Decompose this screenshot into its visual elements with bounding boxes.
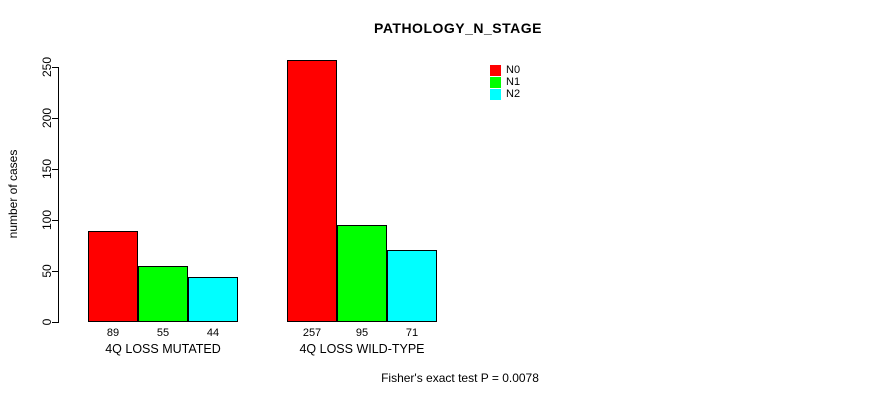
y-axis-tick [52,118,58,119]
legend-item-n1: N1 [490,76,520,88]
legend-swatch-n0 [490,64,501,76]
bar-n2-group1 [188,277,238,323]
legend-swatch-n1 [490,76,501,88]
legend-swatch-n2 [490,88,501,100]
bar-value-label: 71 [405,327,419,339]
legend-label: N1 [506,76,521,88]
bar-n1-group2 [337,225,387,323]
y-axis-tick [52,220,58,221]
y-tick-label: 250 [40,56,54,78]
fisher-test-annotation: Fisher's exact test P = 0.0078 [381,371,539,385]
y-axis-tick [52,322,58,323]
y-axis-tick [52,271,58,272]
legend-label: N2 [506,88,521,100]
legend-item-n2: N2 [490,88,520,100]
y-tick-label: 200 [40,107,54,129]
y-axis-line [58,67,59,323]
bar-value-label: 89 [106,327,120,339]
bar-n2-group2 [387,249,437,322]
bar-value-label: 95 [355,327,369,339]
bar-value-label: 55 [156,327,170,339]
y-axis-tick [52,169,58,170]
bar-n0-group1 [88,231,138,323]
legend-item-n0: N0 [490,64,520,76]
bar-value-label: 44 [206,327,220,339]
category-label: 4Q LOSS WILD-TYPE [299,342,425,356]
y-axis-tick [52,67,58,68]
bar-n1-group1 [138,265,188,322]
y-tick-label: 100 [40,209,54,231]
bar-value-label: 257 [302,327,322,339]
bar-n0-group2 [287,59,337,322]
legend-label: N0 [506,64,521,76]
category-label: 4Q LOSS MUTATED [105,342,221,356]
chart-title: PATHOLOGY_N_STAGE [374,20,542,36]
y-tick-label: 150 [40,158,54,180]
y-tick-label: 50 [40,264,54,278]
y-tick-label: 0 [40,318,54,326]
